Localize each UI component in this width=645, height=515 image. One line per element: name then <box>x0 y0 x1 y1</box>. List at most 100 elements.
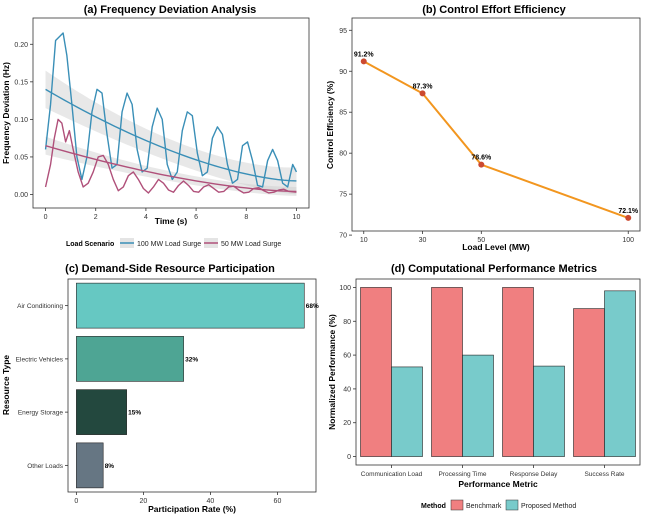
panel-c-x-axis-label: Participation Rate (%) <box>148 504 236 514</box>
panel-c: (c) Demand-Side Resource Participation 0… <box>1 263 319 514</box>
efficiency-point <box>625 214 632 221</box>
panel-a-legend: Load Scenario 100 MW Load Surge 50 MW Lo… <box>66 238 281 248</box>
panel-a-trend-lines <box>45 88 297 193</box>
legend-label-50mw: 50 MW Load Surge <box>221 241 281 248</box>
panel-d-legend-title: Method <box>421 503 446 510</box>
efficiency-value-label: 87.3% <box>413 83 434 90</box>
x-tick-label: 20 <box>140 498 148 505</box>
x-tick-label: 0 <box>44 214 48 221</box>
proposed-bar <box>604 290 636 457</box>
resource-bar <box>76 389 127 435</box>
y-tick-label: Electric Vehicles <box>16 356 64 363</box>
panel-b-series: 91.2% 87.3% 78.6% 72.1% <box>354 51 639 221</box>
x-tick-label: 2 <box>94 214 98 221</box>
y-tick-label: 0.05 <box>14 154 28 161</box>
panel-a-x-axis-label: Time (s) <box>155 216 188 226</box>
panel-a: (a) Frequency Deviation Analysis 0 2 4 6 8 10… <box>1 4 310 248</box>
efficiency-value-label: 91.2% <box>354 51 375 58</box>
x-tick-label: 40 <box>207 498 215 505</box>
x-tick-label: 100 <box>622 237 634 244</box>
trend-line <box>45 144 297 193</box>
panel-d: (d) Computational Performance Metrics 0 2… <box>327 263 641 511</box>
y-tick-label: 0.00 <box>14 192 28 199</box>
benchmark-bar <box>502 287 534 457</box>
panel-a-plot-frame <box>32 17 310 209</box>
proposed-bar <box>533 365 565 457</box>
y-tick-label: 85 <box>339 110 347 117</box>
panel-c-y-axis-label: Resource Type <box>1 355 11 416</box>
x-tick-label: 30 <box>419 237 427 244</box>
x-tick-label: 50 <box>477 237 485 244</box>
series-line <box>44 118 297 194</box>
x-tick-label: 60 <box>274 498 282 505</box>
panel-c-title: (c) Demand-Side Resource Participation <box>65 263 275 275</box>
proposed-bar <box>391 366 423 457</box>
y-tick-label: 80 <box>343 319 351 326</box>
x-tick-label: 0 <box>74 498 78 505</box>
legend-label-proposed: Proposed Method <box>521 503 576 510</box>
panel-b-y-axis-label: Control Efficiency (%) <box>325 81 335 169</box>
resource-value-label: 32% <box>185 356 198 363</box>
x-tick-label: Processing Time <box>438 471 486 478</box>
efficiency-point <box>419 90 426 97</box>
panel-b-plot-frame <box>351 17 641 232</box>
y-tick-label: Other Loads <box>27 463 64 470</box>
efficiency-value-label: 78.6% <box>471 155 492 162</box>
confidence-band <box>45 70 297 195</box>
resource-value-label: 15% <box>128 410 141 417</box>
y-tick-label: 20 <box>343 420 351 427</box>
panel-d-y-axis-label: Normalized Performance (%) <box>327 314 337 430</box>
efficiency-point <box>360 58 367 65</box>
panel-b-x-axis-label: Load Level (MW) <box>462 242 530 252</box>
panel-a-title: (a) Frequency Deviation Analysis <box>84 4 257 16</box>
panel-c-plot-frame <box>67 278 317 493</box>
efficiency-point <box>478 161 485 168</box>
legend-label-benchmark: Benchmark <box>466 503 502 510</box>
panel-a-axis-ticks: 0 2 4 6 8 10 0.00 0.05 0.10 0.15 0.20 <box>14 42 300 221</box>
panel-a-y-axis-label: Frequency Deviation (Hz) <box>1 62 11 164</box>
y-tick-label: Air Conditioning <box>17 303 63 310</box>
resource-value-label: 8% <box>105 463 115 470</box>
panel-c-bars: 68% 32% 15% 8% <box>76 282 319 489</box>
y-tick-label: 40 <box>343 386 351 393</box>
proposed-bar <box>462 354 494 457</box>
y-tick-label: 95 <box>339 28 347 35</box>
y-tick-label: 80 <box>339 151 347 158</box>
benchmark-bar <box>431 287 463 457</box>
resource-value-label: 68% <box>306 303 319 310</box>
panel-d-legend: Method Benchmark Proposed Method <box>421 499 576 511</box>
legend-swatch-proposed <box>505 499 519 511</box>
x-tick-label: Response Delay <box>510 471 558 478</box>
x-tick-label: Communication Load <box>361 471 423 478</box>
legend-swatch-benchmark <box>450 499 464 511</box>
panel-a-legend-title: Load Scenario <box>66 241 114 248</box>
series-line <box>44 32 298 188</box>
x-tick-label: 10 <box>293 214 301 221</box>
y-tick-label: 0.10 <box>14 117 28 124</box>
y-tick-label: 0.15 <box>14 79 28 86</box>
panel-d-plot-frame <box>355 278 641 466</box>
legend-label-100mw: 100 MW Load Surge <box>137 241 201 248</box>
efficiency-value-label: 72.1% <box>618 208 639 215</box>
y-tick-label: 0.20 <box>14 42 28 49</box>
resource-bar <box>76 442 104 489</box>
resource-bar <box>76 282 305 329</box>
y-tick-label: 70 <box>339 233 347 240</box>
panel-d-axis-ticks: 0 20 40 60 80 100 Communication Load Processing… <box>339 285 625 478</box>
y-tick-label: 60 <box>343 353 351 360</box>
panel-d-bars <box>360 287 636 457</box>
panel-d-title: (d) Computational Performance Metrics <box>391 263 597 275</box>
trend-line <box>45 88 297 182</box>
x-tick-label: 6 <box>194 214 198 221</box>
y-tick-label: 0 <box>347 454 351 461</box>
benchmark-bar <box>573 308 605 457</box>
panel-d-x-axis-label: Performance Metric <box>458 479 538 489</box>
x-tick-label: Success Rate <box>584 471 624 478</box>
y-tick-label: Energy Storage <box>18 410 64 417</box>
resource-bar <box>76 336 184 382</box>
benchmark-bar <box>360 287 392 457</box>
panel-b-title: (b) Control Effort Efficiency <box>422 4 566 16</box>
y-tick-label: 75 <box>339 192 347 199</box>
efficiency-line <box>363 60 629 219</box>
